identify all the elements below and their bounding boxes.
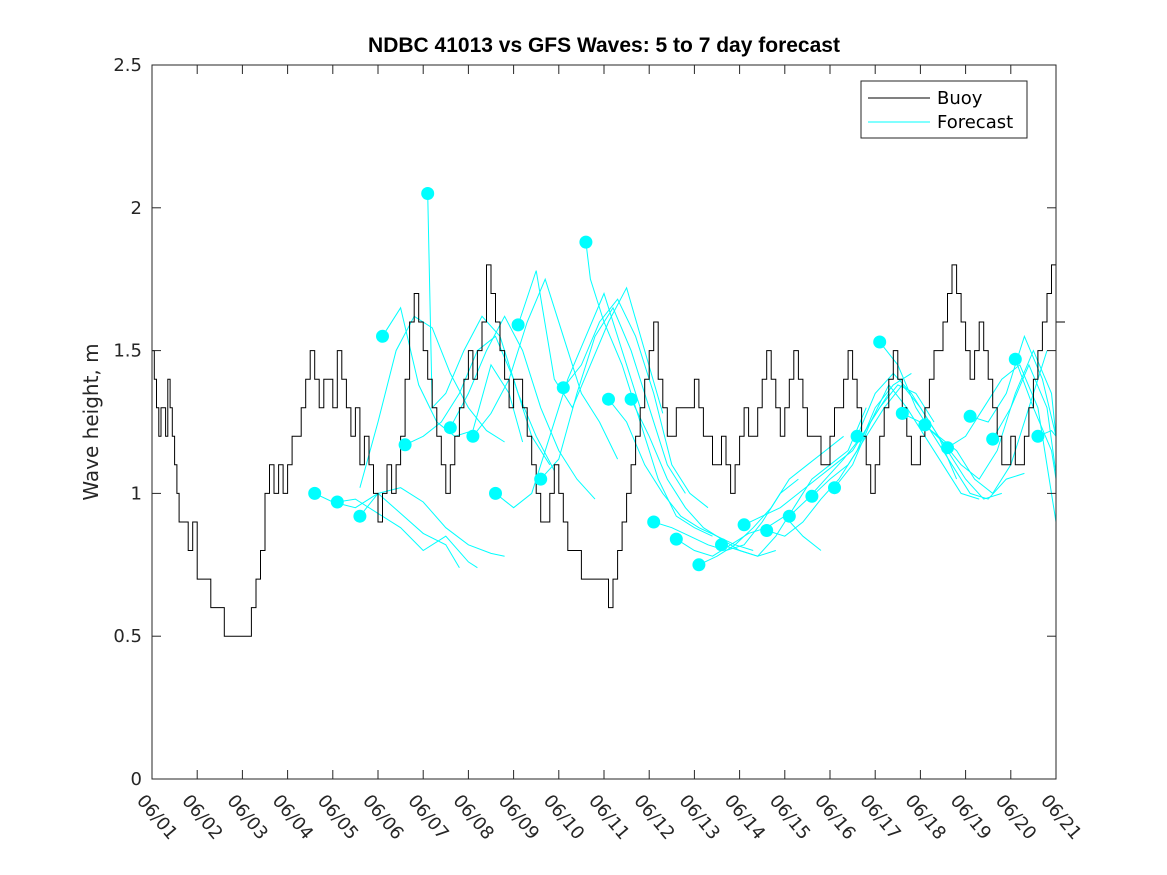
forecast-marker: [308, 486, 322, 500]
forecast-marker: [1031, 429, 1045, 443]
forecast-line-27: [879, 341, 1025, 500]
forecast-marker: [873, 335, 887, 349]
forecast-line-3: [359, 487, 505, 557]
forecast-marker: [782, 509, 796, 523]
forecast-line-32: [992, 363, 1057, 474]
y-tick-label: 1.5: [113, 341, 142, 362]
forecast-marker: [692, 558, 706, 572]
y-tick-label: 0: [131, 769, 142, 790]
forecast-marker: [443, 421, 457, 435]
y-tick-label: 2.5: [113, 55, 142, 76]
y-tick-label: 1: [131, 483, 142, 504]
forecast-marker: [647, 515, 661, 529]
forecast-marker: [828, 481, 841, 495]
forecast-markers: [308, 187, 1045, 572]
forecast-marker: [376, 329, 389, 343]
forecast-marker: [534, 472, 548, 486]
forecast-line-22: [766, 372, 912, 537]
forecast-marker: [760, 524, 774, 537]
buoy-series-line: [152, 264, 1065, 637]
forecast-marker: [398, 438, 412, 452]
forecast-line-30: [947, 364, 1057, 523]
forecast-marker: [669, 532, 683, 546]
forecast-marker: [602, 392, 615, 406]
forecast-marker: [986, 432, 1000, 446]
forecast-line-7: [427, 193, 555, 471]
forecast-line-33: [1014, 359, 1057, 480]
forecast-line-12: [540, 306, 686, 494]
forecast-marker: [805, 489, 819, 503]
forecast-marker: [511, 318, 525, 332]
forecast-line-20: [721, 407, 867, 557]
forecast-marker: [330, 495, 344, 509]
forecast-marker: [624, 392, 638, 406]
forecast-lines: [314, 193, 1057, 569]
forecast-marker: [489, 486, 502, 500]
y-tick-label: 0.5: [113, 626, 142, 647]
forecast-line-4: [359, 315, 505, 488]
forecast-line-2: [337, 498, 478, 569]
forecast-marker: [850, 429, 864, 443]
forecast-marker: [353, 509, 367, 523]
forecast-line-10: [495, 292, 641, 509]
forecast-marker: [556, 381, 570, 395]
legend-buoy-label: Buoy: [937, 88, 983, 109]
forecast-marker: [579, 235, 593, 249]
forecast-line-13: [562, 298, 709, 509]
forecast-marker: [715, 538, 728, 552]
forecast-marker: [466, 429, 480, 443]
forecast-line-19: [698, 435, 844, 566]
y-axis-label: Wave height, m: [79, 343, 103, 500]
forecast-line-9: [472, 277, 619, 460]
forecast-marker: [941, 441, 954, 455]
forecast-line-11: [517, 270, 664, 414]
forecast-marker: [421, 187, 435, 200]
forecast-marker: [1008, 352, 1022, 366]
forecast-marker: [918, 418, 932, 432]
legend-forecast-label: Forecast: [937, 112, 1013, 133]
forecast-marker: [963, 409, 977, 423]
forecast-line-15: [608, 398, 754, 551]
forecast-marker: [895, 406, 909, 420]
legend: Buoy Forecast: [860, 80, 1028, 139]
y-axis: 0 0.5 1 1.5 2 2.5: [113, 55, 1056, 790]
chart-title: NDBC 41013 vs GFS Waves: 5 to 7 day fore…: [368, 34, 840, 57]
legend-box: [860, 80, 1028, 139]
forecast-line-18: [676, 515, 822, 557]
buoy-line: [152, 264, 1065, 637]
forecast-marker: [737, 518, 751, 532]
y-tick-label: 2: [131, 198, 142, 219]
